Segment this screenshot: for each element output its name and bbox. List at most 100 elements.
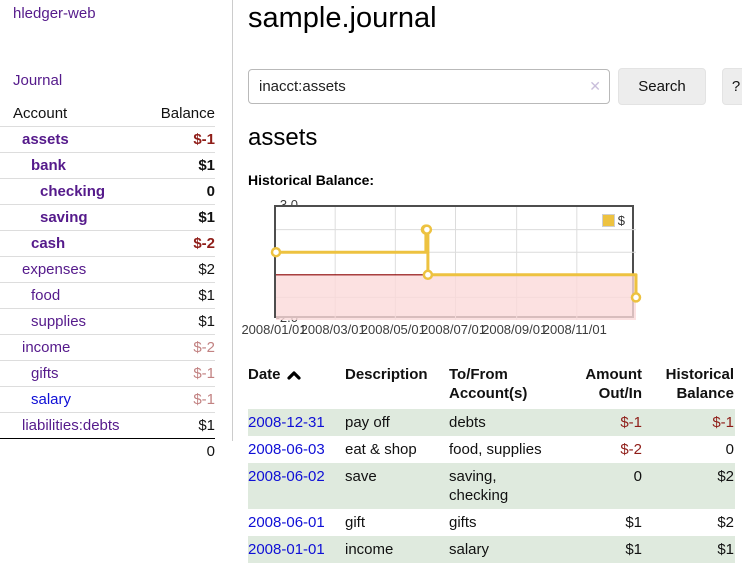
register-table: Date Description To/From Account(s) Amou…: [248, 361, 735, 563]
negative-region-shading: [276, 274, 636, 320]
transaction-date-link[interactable]: 2008-12-31: [248, 414, 325, 431]
legend-label: $: [617, 213, 625, 228]
account-balance: $-1: [193, 131, 215, 148]
account-balance: $-1: [193, 365, 215, 382]
accounts-table-header: Account Balance: [0, 101, 215, 127]
main-content: sample.journal ✕ Search ? assets Histori…: [241, 0, 742, 582]
sidebar-account-row: salary $-1: [0, 386, 215, 413]
transaction-description: gift: [345, 514, 366, 531]
search-form: ✕ Search ?: [248, 68, 742, 105]
app-title-link[interactable]: hledger-web: [13, 5, 96, 22]
data-point-marker: [422, 269, 434, 281]
transaction-date-link[interactable]: 2008-01-01: [248, 541, 325, 558]
transaction-amount: $1: [625, 541, 642, 558]
account-balance: $1: [198, 157, 215, 174]
accounts-table: Account Balance assets $-1 bank $1 checking 0…: [0, 101, 215, 464]
account-balance: $1: [198, 313, 215, 330]
data-point-marker: [270, 246, 282, 258]
transaction-accounts: saving, checking: [449, 468, 509, 504]
sidebar-account-link-food[interactable]: food: [31, 287, 61, 304]
balance-column-header-register: Historical Balance: [665, 366, 734, 402]
transaction-description: eat & shop: [345, 441, 417, 458]
sidebar-account-link-assets[interactable]: assets: [22, 131, 69, 148]
transaction-description: pay off: [345, 414, 390, 431]
clear-search-icon[interactable]: ✕: [589, 78, 601, 94]
amount-column-header: Amount Out/In: [585, 366, 642, 402]
register-row: 2008-12-31 pay off debts $-1 $-1: [248, 409, 735, 436]
search-input[interactable]: [248, 69, 610, 104]
transaction-amount: $1: [625, 514, 642, 531]
transaction-accounts: gifts: [449, 514, 477, 531]
register-row: 2008-06-01 gift gifts $1 $2: [248, 509, 735, 536]
sidebar-account-link-income[interactable]: income: [22, 339, 71, 356]
x-axis-tick-label: 2008/11/01: [542, 322, 607, 337]
account-balance: $1: [198, 417, 215, 434]
balance-column-header: Balance: [160, 105, 215, 122]
x-axis-tick-label: 2008/01/01: [241, 322, 307, 337]
sidebar-account-link-checking[interactable]: checking: [40, 183, 106, 200]
data-point-marker: [421, 224, 433, 235]
transaction-accounts: food, supplies: [449, 441, 542, 458]
legend-swatch: [601, 214, 615, 227]
sidebar-account-link-expenses[interactable]: expenses: [22, 261, 87, 278]
register-row: 2008-01-01 income salary $1 $1: [248, 536, 735, 563]
sidebar-item-journal[interactable]: Journal: [13, 72, 63, 89]
tofrom-column-header: To/From Account(s): [449, 366, 528, 402]
transaction-date-link[interactable]: 2008-06-01: [248, 514, 325, 531]
chart-legend: $: [599, 212, 627, 229]
x-axis-tick-label: 2008/09/01: [482, 322, 548, 337]
sidebar-account-row: food $1: [0, 282, 215, 309]
search-button[interactable]: Search: [618, 68, 706, 105]
x-axis-tick-label: 2008/05/01: [360, 322, 426, 337]
register-header-row: Date Description To/From Account(s) Amou…: [248, 361, 735, 409]
help-button[interactable]: ?: [722, 68, 742, 105]
sidebar-account-link-gifts[interactable]: gifts: [31, 365, 59, 382]
transaction-accounts: debts: [449, 414, 486, 431]
transaction-description: save: [345, 468, 377, 485]
transaction-balance: $1: [717, 541, 734, 558]
transaction-date-link[interactable]: 2008-06-02: [248, 468, 325, 485]
transaction-description: income: [345, 541, 394, 558]
sidebar-account-link-bank[interactable]: bank: [31, 157, 67, 174]
sidebar-account-row: bank $1: [0, 152, 215, 179]
sidebar-account-row: income $-2: [0, 334, 215, 361]
sidebar-account-row: liabilities:debts $1: [0, 412, 215, 439]
account-balance: $-1: [193, 391, 215, 408]
account-balance: $1: [198, 287, 215, 304]
sidebar-account-link-cash[interactable]: cash: [31, 235, 66, 252]
account-balance: $1: [198, 209, 215, 226]
date-column-header[interactable]: Date: [248, 361, 345, 409]
sidebar-account-row: assets $-1: [0, 126, 215, 153]
register-row: 2008-06-02 save saving, checking 0 $2: [248, 463, 735, 509]
sidebar-account-link-salary[interactable]: salary: [31, 391, 72, 408]
transaction-balance: 0: [725, 441, 734, 458]
account-column-header: Account: [13, 105, 68, 122]
account-balance: 0: [206, 183, 215, 200]
transaction-amount: $-1: [620, 414, 642, 431]
sidebar-account-row: checking 0: [0, 178, 215, 205]
transaction-balance: $2: [717, 514, 734, 531]
page-title: sample.journal: [248, 2, 437, 34]
account-balance: $-2: [193, 235, 215, 252]
transaction-date-link[interactable]: 2008-06-03: [248, 441, 325, 458]
transaction-balance: $-1: [712, 414, 734, 431]
transaction-amount: 0: [633, 468, 642, 485]
sidebar-account-link-supplies[interactable]: supplies: [31, 313, 87, 330]
sidebar-account-row: saving $1: [0, 204, 215, 231]
sidebar-account-row: expenses $2: [0, 256, 215, 283]
sidebar-account-row: cash $-2: [0, 230, 215, 257]
accounts-total-balance: 0: [147, 438, 215, 464]
account-balance: $-2: [193, 339, 215, 356]
sidebar-account-row: gifts $-1: [0, 360, 215, 387]
sidebar-account-link-saving[interactable]: saving: [40, 209, 88, 226]
sidebar-account-link-liabilities-debts[interactable]: liabilities:debts: [22, 417, 120, 434]
accounts-total-row: 0: [0, 438, 215, 464]
chart-plot-area: $: [270, 205, 642, 320]
x-axis-tick-label: 2008/07/01: [420, 322, 487, 337]
register-row: 2008-06-03 eat & shop food, supplies $-2 0: [248, 436, 735, 463]
sidebar: hledger-web Journal Account Balance asse…: [0, 0, 233, 464]
sidebar-account-row: supplies $1: [0, 308, 215, 335]
sort-ascending-icon: [286, 371, 301, 380]
transaction-amount: $-2: [620, 441, 642, 458]
